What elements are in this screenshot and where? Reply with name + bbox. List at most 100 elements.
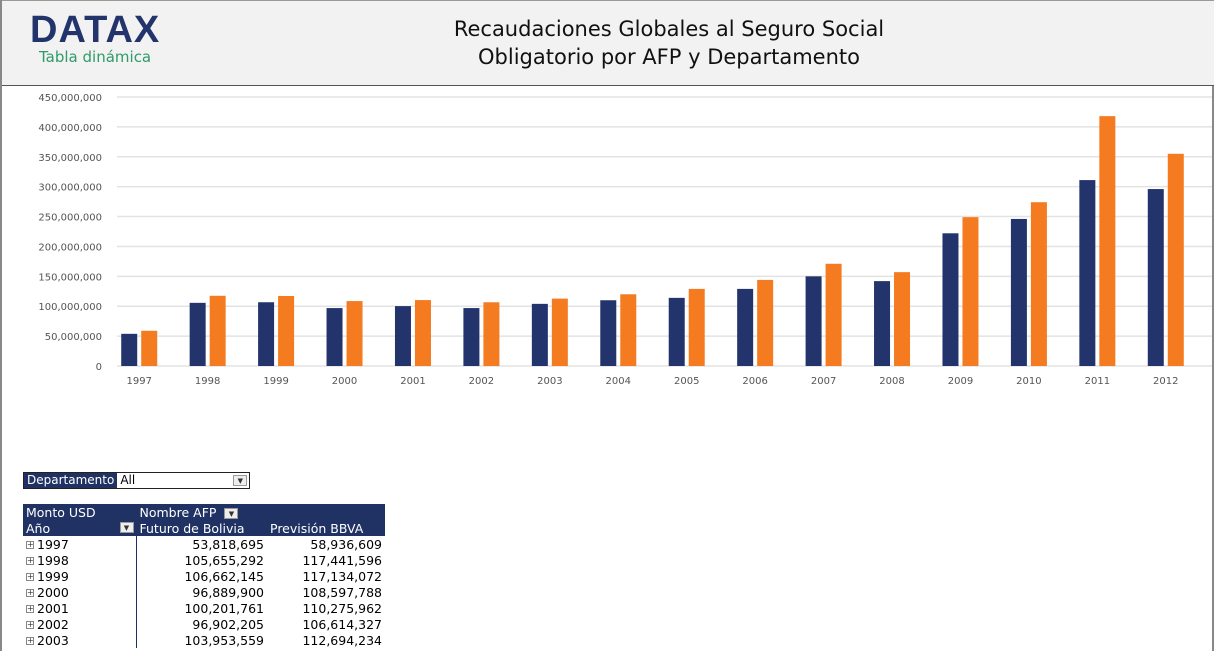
year-cell[interactable]: +2002: [23, 616, 137, 632]
y-tick-label: 350,000,000: [38, 153, 102, 164]
x-tick-label: 2005: [674, 376, 699, 387]
value-cell: 108,597,788: [302, 584, 382, 600]
bar-futuro-2007: [805, 276, 822, 366]
bar-futuro-2004: [600, 300, 617, 366]
y-tick-label: 150,000,000: [38, 272, 102, 283]
y-tick-label: 300,000,000: [38, 183, 102, 194]
bar-prevision-2011: [1099, 116, 1116, 366]
y-tick-label: 0: [96, 362, 102, 373]
x-tick-label: 2001: [400, 376, 425, 387]
bar-futuro-2002: [463, 308, 480, 366]
value-cell: 103,953,559: [184, 632, 264, 648]
y-tick-label: 100,000,000: [38, 302, 102, 313]
column-header: Previsión BBVA: [267, 520, 385, 536]
bar-futuro-2012: [1147, 189, 1164, 366]
expand-icon[interactable]: +: [26, 636, 34, 645]
bar-prevision-2009: [962, 217, 979, 366]
year-cell[interactable]: +1998: [23, 552, 137, 568]
table-row: +2003 103,953,559 112,694,234: [23, 632, 385, 648]
dropdown-arrow-icon[interactable]: ▼: [119, 522, 134, 533]
bar-futuro-2008: [874, 281, 891, 366]
page-title: Recaudaciones Globales al Seguro Social …: [302, 15, 1036, 71]
bar-prevision-1997: [141, 330, 158, 366]
x-tick-label: 2008: [879, 376, 904, 387]
y-tick-label: 250,000,000: [38, 213, 102, 224]
x-tick-label: 2011: [1085, 376, 1110, 387]
x-tick-label: 2004: [606, 376, 631, 387]
bar-prevision-2002: [483, 302, 500, 366]
value-cell: 112,694,234: [302, 632, 382, 648]
bar-futuro-2011: [1079, 180, 1096, 366]
y-tick-label: 450,000,000: [38, 93, 102, 104]
expand-icon[interactable]: +: [26, 572, 34, 581]
year-cell[interactable]: +1999: [23, 568, 137, 584]
x-tick-label: 2002: [469, 376, 494, 387]
bar-prevision-2012: [1167, 153, 1184, 366]
x-tick-label: 2006: [742, 376, 767, 387]
pivot-table: Monto USD Nombre AFP ▼ Año ▼ Futuro de Boliv…: [23, 504, 385, 648]
year-cell[interactable]: +2001: [23, 600, 137, 616]
x-tick-label: 2010: [1016, 376, 1041, 387]
bar-prevision-2005: [688, 288, 705, 366]
bar-futuro-1998: [189, 302, 206, 366]
dropdown-arrow-icon[interactable]: ▼: [224, 507, 239, 519]
value-cell: 96,902,205: [192, 616, 264, 632]
column-field-header[interactable]: Nombre AFP ▼: [136, 504, 385, 520]
title-line-1: Recaudaciones Globales al Seguro Social: [453, 17, 885, 41]
table-row: +1999 106,662,145 117,134,072: [23, 568, 385, 584]
table-row: +1998 105,655,292 117,441,596: [23, 552, 385, 568]
department-filter: Departamento All ▼: [23, 472, 251, 489]
x-tick-label: 2007: [811, 376, 836, 387]
filter-value: All: [120, 473, 136, 487]
filter-label: Departamento: [24, 473, 118, 488]
bar-prevision-2010: [1030, 202, 1047, 366]
year-cell[interactable]: +1997: [23, 536, 137, 552]
filter-select[interactable]: All ▼: [117, 473, 250, 488]
bar-prevision-2000: [346, 301, 363, 366]
value-cell: 117,134,072: [302, 568, 382, 584]
value-cell: 106,614,327: [302, 616, 382, 632]
bar-prevision-2004: [620, 294, 637, 366]
bar-futuro-2003: [531, 303, 548, 366]
x-tick-label: 2009: [948, 376, 973, 387]
x-tick-label: 2003: [537, 376, 562, 387]
bar-futuro-1999: [258, 302, 275, 366]
bar-prevision-2006: [757, 279, 774, 366]
table-row: +1997 53,818,695 58,936,609: [23, 536, 385, 552]
expand-icon[interactable]: +: [26, 588, 34, 597]
value-cell: 96,889,900: [192, 584, 264, 600]
value-cell: 106,662,145: [184, 568, 264, 584]
x-tick-label: 1998: [195, 376, 220, 387]
table-row: +2001 100,201,761 110,275,962: [23, 600, 385, 616]
header: DATAX Tabla dinámica Recaudaciones Globa…: [2, 0, 1214, 86]
title-line-2: Obligatorio por AFP y Departamento: [478, 45, 860, 69]
row-field-header[interactable]: Año ▼: [23, 520, 137, 536]
year-cell[interactable]: +2000: [23, 584, 137, 600]
year-cell[interactable]: +2003: [23, 632, 137, 648]
column-header: Futuro de Bolivia: [136, 520, 267, 536]
x-tick-label: 1997: [126, 376, 151, 387]
bar-prevision-2003: [551, 298, 568, 366]
expand-icon[interactable]: +: [26, 604, 34, 613]
expand-icon[interactable]: +: [26, 540, 34, 549]
value-cell: 100,201,761: [184, 600, 264, 616]
value-cell: 110,275,962: [302, 600, 382, 616]
bar-futuro-2009: [942, 233, 959, 366]
bar-prevision-2008: [894, 272, 911, 366]
value-cell: 58,936,609: [310, 536, 382, 552]
table-row: +2002 96,902,205 106,614,327: [23, 616, 385, 632]
bar-chart: 0 50,000,000 100,000,000 150,000,000 200,000…: [38, 93, 1212, 387]
x-tick-label: 2012: [1153, 376, 1178, 387]
expand-icon[interactable]: +: [26, 556, 34, 565]
expand-icon[interactable]: +: [26, 620, 34, 629]
table-row: +2000 96,889,900 108,597,788: [23, 584, 385, 600]
value-cell: 53,818,695: [192, 536, 264, 552]
x-tick-label: 1999: [263, 376, 288, 387]
logo-subtitle: Tabla dinámica: [39, 48, 152, 66]
y-tick-label: 50,000,000: [45, 332, 102, 343]
dropdown-arrow-icon[interactable]: ▼: [233, 475, 248, 486]
bar-futuro-2005: [668, 297, 685, 366]
measure-header: Monto USD: [23, 504, 137, 520]
y-tick-label: 400,000,000: [38, 123, 102, 134]
bar-futuro-2010: [1010, 218, 1027, 366]
